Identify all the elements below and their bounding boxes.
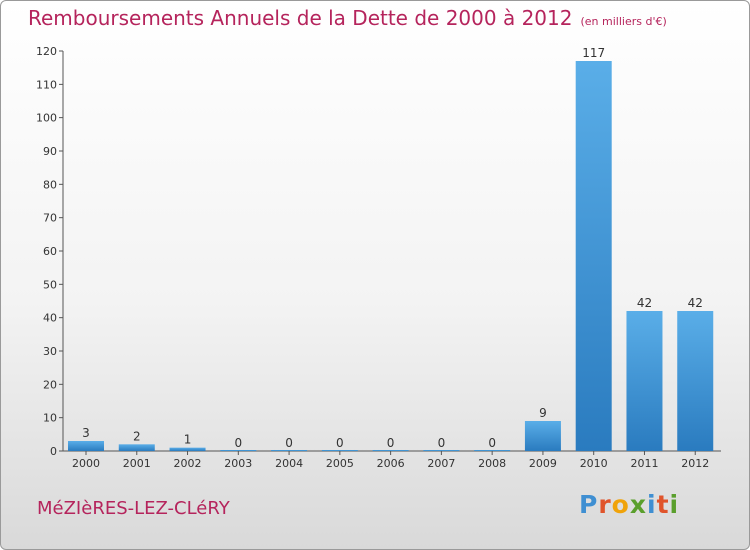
bar-2004: [271, 450, 308, 451]
x-tick-label-2010: 2010: [580, 457, 608, 470]
y-tick-label: 80: [43, 178, 57, 191]
bar-2003: [220, 450, 257, 451]
data-label-2011: 42: [637, 296, 652, 310]
x-tick-label-2004: 2004: [275, 457, 303, 470]
y-tick-label: 110: [36, 78, 57, 91]
y-tick-label: 70: [43, 212, 57, 225]
logo-letter: r: [598, 490, 612, 519]
proxiti-logo[interactable]: Proxiti: [579, 490, 679, 519]
data-label-2004: 0: [285, 436, 293, 450]
data-label-2007: 0: [438, 436, 446, 450]
data-label-2002: 1: [184, 433, 192, 447]
y-tick-label: 100: [36, 112, 57, 125]
bar-2006: [372, 450, 409, 451]
chart-subtitle: (en milliers d'€): [580, 15, 667, 28]
y-tick-label: 120: [36, 45, 57, 58]
logo-letter: i: [647, 490, 657, 519]
x-tick-label-2008: 2008: [478, 457, 506, 470]
y-tick-label: 10: [43, 412, 57, 425]
y-tick-label: 50: [43, 278, 57, 291]
data-label-2001: 2: [133, 429, 141, 443]
bar-2009: [524, 421, 561, 451]
bar-2000: [68, 441, 104, 451]
x-tick-label-2000: 2000: [72, 457, 100, 470]
data-label-2006: 0: [387, 436, 395, 450]
data-label-2000: 3: [82, 426, 90, 440]
x-tick-label-2006: 2006: [377, 457, 405, 470]
bar-2001: [118, 444, 155, 451]
x-tick-label-2012: 2012: [681, 457, 709, 470]
logo-letter: P: [579, 490, 599, 519]
x-tick-label-2001: 2001: [123, 457, 151, 470]
x-tick-label-2002: 2002: [174, 457, 202, 470]
y-tick-label: 20: [43, 378, 57, 391]
logo-letter: i: [669, 490, 680, 519]
bar-2011: [626, 311, 663, 451]
bar-2007: [423, 450, 460, 451]
x-tick-label-2003: 2003: [224, 457, 252, 470]
y-tick-label: 0: [50, 445, 57, 458]
data-label-2009: 9: [539, 406, 547, 420]
logo-letter: x: [629, 490, 647, 519]
x-tick-label-2005: 2005: [326, 457, 354, 470]
x-tick-label-2007: 2007: [427, 457, 455, 470]
bar-2008: [474, 450, 511, 451]
logo-letter: t: [656, 490, 670, 519]
data-label-2003: 0: [234, 436, 242, 450]
chart-title-text: Remboursements Annuels de la Dette de 20…: [28, 6, 573, 30]
y-tick-label: 60: [43, 245, 57, 258]
chart-title: Remboursements Annuels de la Dette de 20…: [28, 6, 667, 30]
y-tick-label: 30: [43, 345, 57, 358]
bar-2010: [575, 61, 612, 451]
bar-2012: [677, 311, 714, 451]
logo-letter: o: [611, 490, 630, 519]
data-label-2005: 0: [336, 436, 344, 450]
bar-2005: [321, 450, 358, 451]
x-tick-label-2009: 2009: [529, 457, 557, 470]
data-label-2010: 117: [582, 46, 605, 60]
bars: 3 2 1 0 0 0 0 0 0 9 117 42 42: [68, 46, 714, 451]
y-tick-label: 40: [43, 312, 57, 325]
data-label-2012: 42: [688, 296, 703, 310]
commune-name: MéZIèRES-LEZ-CLéRY: [37, 498, 230, 519]
data-label-2008: 0: [488, 436, 496, 450]
x-tick-label-2011: 2011: [630, 457, 658, 470]
bar-2002: [169, 447, 206, 451]
y-tick-label: 90: [43, 145, 57, 158]
